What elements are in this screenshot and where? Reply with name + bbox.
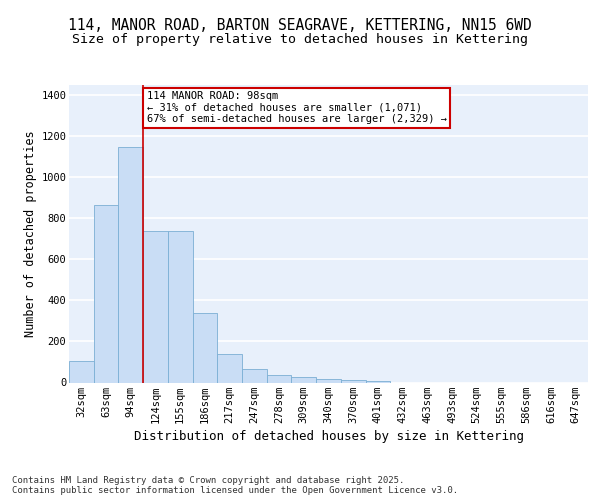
Y-axis label: Number of detached properties: Number of detached properties: [24, 130, 37, 337]
Bar: [316, 379, 341, 382]
Bar: [94, 205, 118, 382]
Bar: [69, 361, 94, 382]
Bar: [217, 354, 242, 382]
Bar: [118, 146, 143, 382]
Text: 114 MANOR ROAD: 98sqm
← 31% of detached houses are smaller (1,071)
67% of semi-d: 114 MANOR ROAD: 98sqm ← 31% of detached …: [147, 91, 447, 124]
Text: 114, MANOR ROAD, BARTON SEAGRAVE, KETTERING, NN15 6WD: 114, MANOR ROAD, BARTON SEAGRAVE, KETTER…: [68, 18, 532, 32]
Bar: [143, 230, 168, 382]
Bar: [242, 369, 267, 382]
Bar: [193, 312, 217, 382]
Bar: [168, 230, 193, 382]
Bar: [292, 377, 316, 382]
Text: Size of property relative to detached houses in Kettering: Size of property relative to detached ho…: [72, 32, 528, 46]
Text: Contains HM Land Registry data © Crown copyright and database right 2025.
Contai: Contains HM Land Registry data © Crown c…: [12, 476, 458, 495]
Bar: [341, 380, 365, 382]
Bar: [267, 374, 292, 382]
X-axis label: Distribution of detached houses by size in Kettering: Distribution of detached houses by size …: [133, 430, 523, 442]
